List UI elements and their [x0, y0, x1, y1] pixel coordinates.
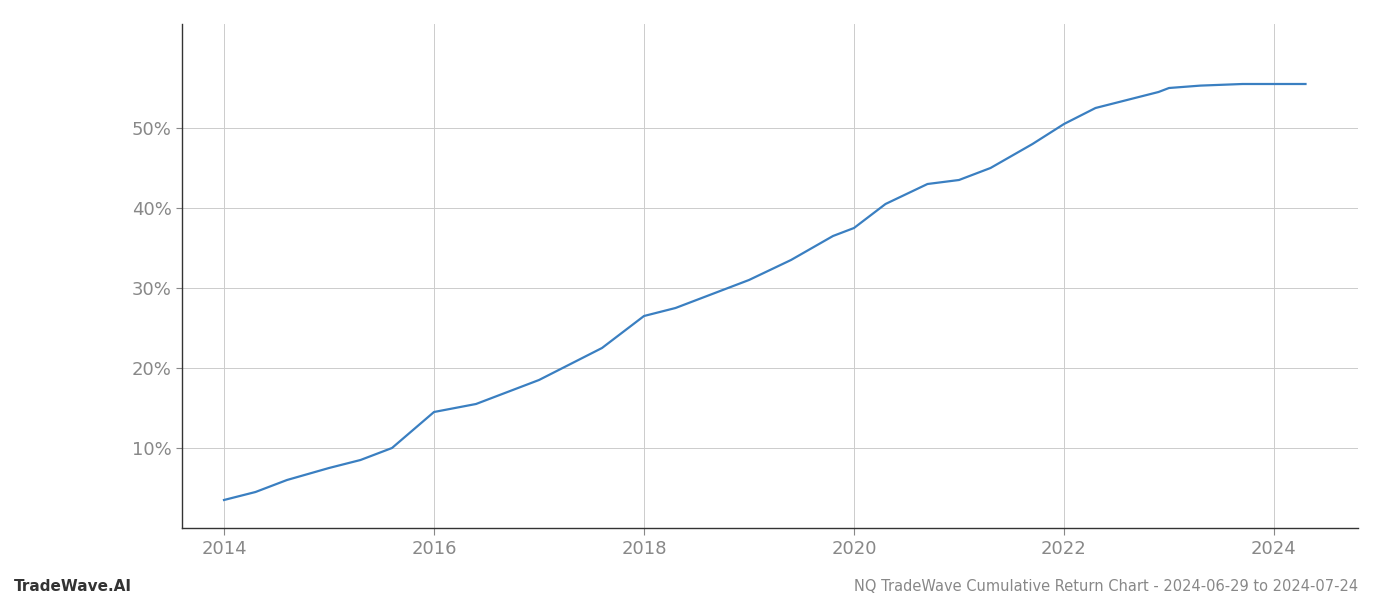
Text: NQ TradeWave Cumulative Return Chart - 2024-06-29 to 2024-07-24: NQ TradeWave Cumulative Return Chart - 2… — [854, 579, 1358, 594]
Text: TradeWave.AI: TradeWave.AI — [14, 579, 132, 594]
